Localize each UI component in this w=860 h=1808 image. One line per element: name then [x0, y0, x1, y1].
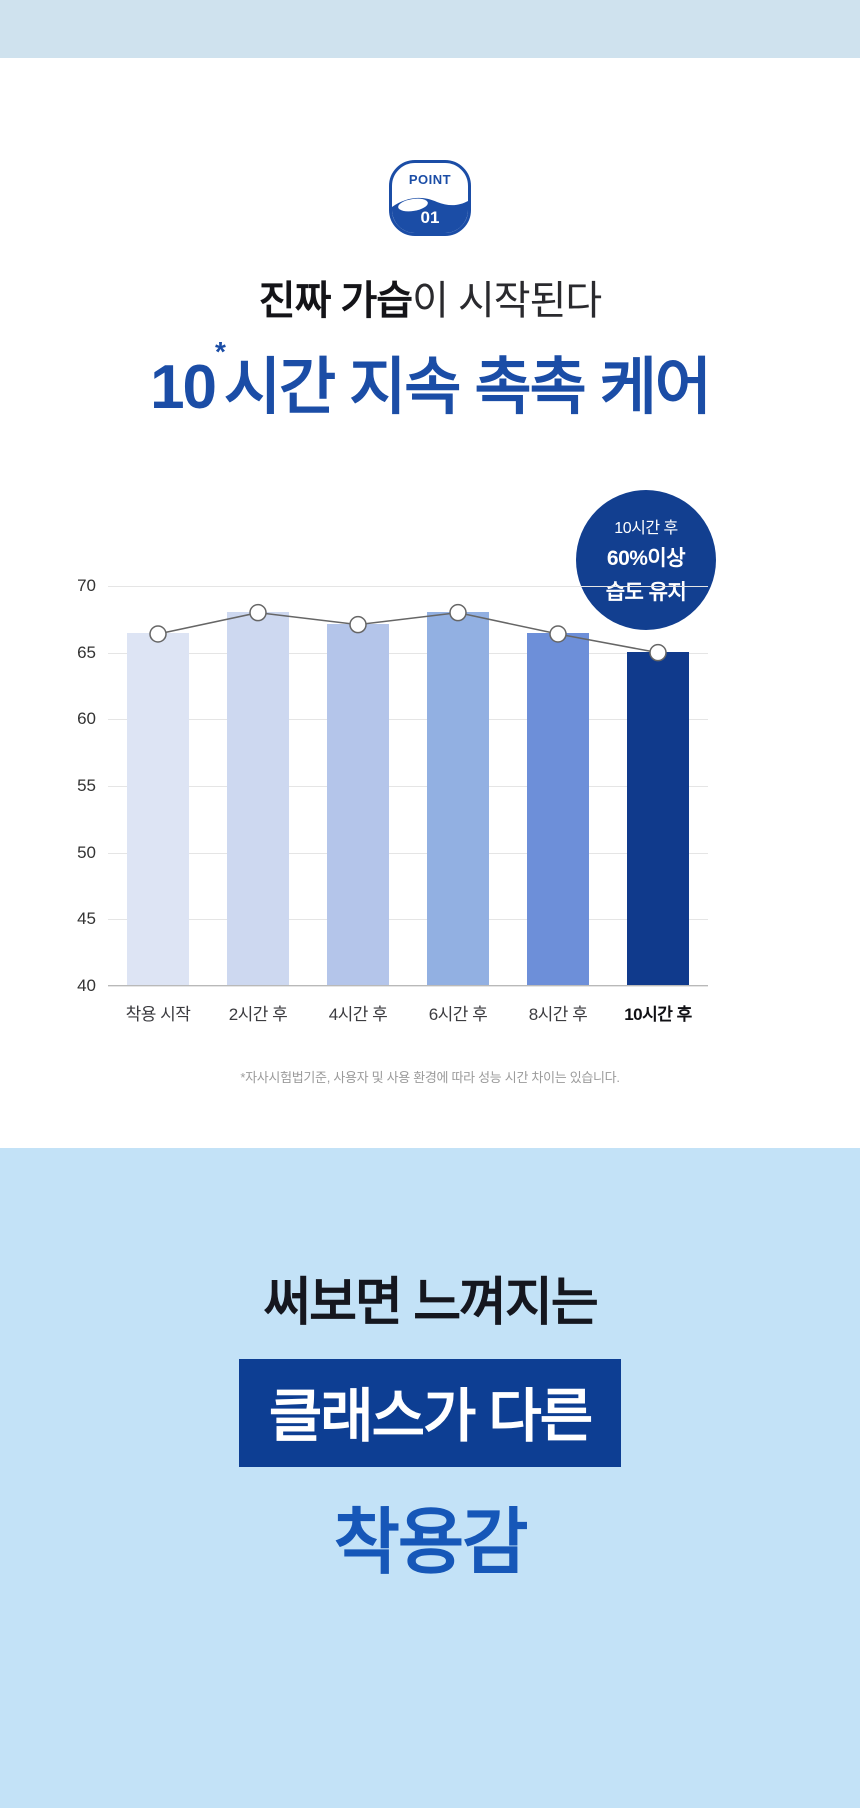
- top-band: [0, 0, 860, 58]
- bar: [127, 633, 189, 985]
- gridline: [108, 652, 708, 654]
- data-point-marker: [649, 643, 667, 662]
- chart-plot-area: [108, 586, 708, 987]
- gridline: [108, 852, 708, 854]
- headline-line1: 진짜 가습이 시작된다: [0, 268, 860, 326]
- point-badge-label: POINT: [408, 172, 452, 187]
- headline-line1-rest: 이 시작된다: [412, 279, 602, 323]
- headline-line1-bold: 진짜 가습: [258, 279, 413, 323]
- badge-line2: 60%이상: [606, 547, 686, 570]
- x-tick-label: 2시간 후: [228, 1005, 288, 1024]
- humidity-chart-section: 10시간 후 60%이상 습도 유지 70 65 60 55 50 45 40 착용 시작 2…: [62, 490, 716, 1025]
- bottom-promo-section: 써보면 느껴지는 클래스가 다른 착용감: [0, 1148, 860, 1808]
- y-tick-label: 50: [77, 842, 96, 862]
- y-axis: 70 65 60 55 50 45 40: [62, 576, 108, 995]
- x-axis-labels: 착용 시작 2시간 후 4시간 후 6시간 후 8시간 후 10시간 후: [108, 1000, 708, 1025]
- headline-number: 10: [150, 353, 217, 422]
- bar: [527, 633, 589, 985]
- headline-line2-rest: 시간 지속 촉촉 케어: [223, 353, 712, 422]
- point-badge-number: 01: [420, 208, 440, 227]
- data-point-marker: [549, 625, 567, 643]
- x-tick-label: 8시간 후: [528, 1005, 588, 1024]
- y-tick-label: 60: [77, 709, 96, 729]
- x-tick-label: 착용 시작: [125, 1005, 191, 1024]
- point-01-badge: POINT 01: [389, 160, 471, 236]
- bar: [627, 651, 689, 985]
- trend-line: [157, 611, 659, 654]
- x-tick-label: 10시간 후: [624, 1005, 692, 1024]
- gridline: [108, 586, 708, 587]
- data-point-marker: [449, 603, 467, 622]
- y-tick-label: 40: [77, 976, 96, 995]
- y-tick-label: 55: [77, 776, 96, 795]
- gridline: [108, 919, 708, 921]
- gridline: [108, 986, 708, 987]
- gridline: [108, 786, 708, 787]
- asterisk-superscript: *: [215, 336, 226, 367]
- x-tick-label: 6시간 후: [428, 1005, 488, 1024]
- gridline: [108, 719, 708, 721]
- y-tick-label: 45: [77, 909, 96, 929]
- promo-line2: 착용감: [333, 1503, 529, 1583]
- water-wave-icon: [392, 197, 468, 233]
- y-tick-label: 70: [77, 576, 96, 595]
- headline-line2: 10*시간 지속 촉촉 케어: [0, 336, 860, 426]
- humidity-bar-chart: 70 65 60 55 50 45 40: [62, 576, 708, 995]
- x-tick-label: 4시간 후: [328, 1005, 388, 1024]
- promo-box-wrap: 클래스가 다른: [0, 1359, 860, 1467]
- bar: [327, 623, 389, 985]
- bar: [227, 611, 289, 985]
- footnote: *자사시험법기준, 사용자 및 사용 환경에 따라 성능 시간 차이는 있습니다…: [240, 1070, 620, 1085]
- data-point-marker: [349, 615, 367, 634]
- y-tick-label: 65: [77, 642, 96, 662]
- promo-highlight-box: 클래스가 다른: [238, 1359, 622, 1467]
- data-point-marker: [249, 603, 267, 622]
- badge-line1: 10시간 후: [614, 520, 678, 537]
- data-point-marker: [149, 625, 167, 643]
- promo-line1: 써보면 느껴지는: [263, 1274, 598, 1332]
- trend-line-overlay: [149, 603, 667, 662]
- bar: [427, 611, 489, 985]
